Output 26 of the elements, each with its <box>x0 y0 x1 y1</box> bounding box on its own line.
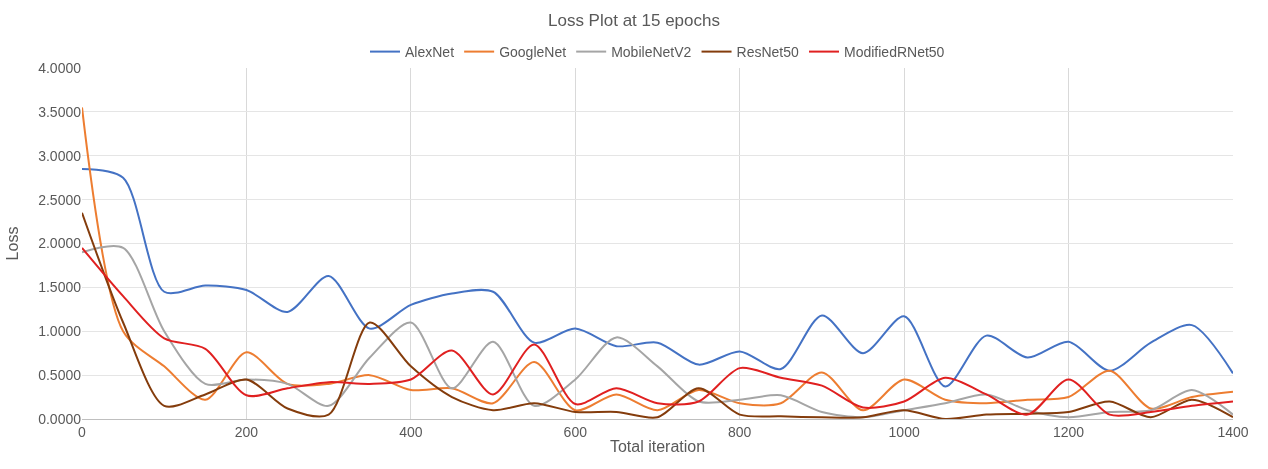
x-tick-label: 600 <box>563 423 588 440</box>
x-tick-label: 800 <box>728 423 752 440</box>
line-series <box>82 167 1233 388</box>
x-tick-label: 400 <box>399 423 423 440</box>
legend-label: ResNet50 <box>736 44 800 61</box>
x-tick-label: 1400 <box>1217 423 1249 440</box>
y-tick-label: 2.0000 <box>38 235 82 252</box>
x-tick-label: 1200 <box>1052 423 1085 440</box>
legend-label: GoogleNet <box>499 44 567 61</box>
x-tick-label: 1000 <box>888 423 920 440</box>
y-tick-label: 1.5000 <box>38 279 82 296</box>
chart-title: Loss Plot at 15 epochs <box>547 10 721 30</box>
y-tick-label: 4.0000 <box>38 59 82 76</box>
legend-label: ModifiedRNet50 <box>844 44 945 61</box>
y-tick-label: 3.0000 <box>38 147 82 164</box>
legend-label: AlexNet <box>405 44 455 61</box>
x-tick-label: 200 <box>234 423 259 440</box>
x-axis-title: Total iteration <box>609 438 706 456</box>
y-tick-label: 3.5000 <box>38 103 82 120</box>
line-series <box>82 211 1233 419</box>
legend-label: MobileNetV2 <box>611 44 692 61</box>
line-series <box>82 106 1233 412</box>
y-tick-label: 2.5000 <box>38 191 82 208</box>
y-tick-label: 1.0000 <box>38 323 82 340</box>
y-axis-title: Loss <box>4 226 22 261</box>
y-tick-label: 0.5000 <box>38 367 82 384</box>
